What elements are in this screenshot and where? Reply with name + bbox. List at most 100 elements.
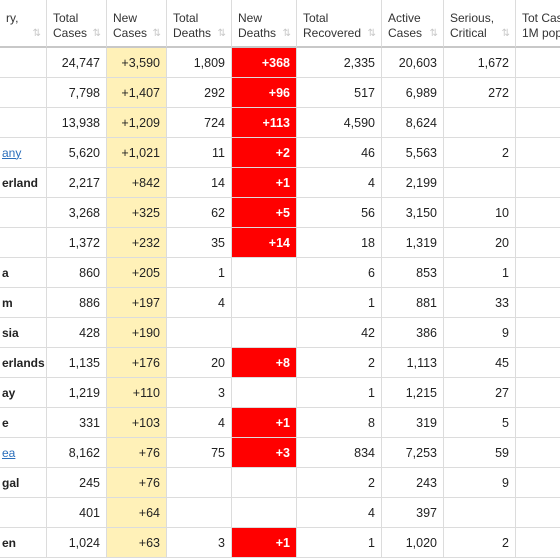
- country-cell: [0, 228, 47, 258]
- country-cell: m: [0, 288, 47, 318]
- data-cell: +8: [232, 348, 297, 378]
- sort-icon[interactable]: ⇅: [32, 28, 41, 39]
- data-cell: 4,590: [297, 108, 382, 138]
- column-header[interactable]: ry, ⇅: [0, 0, 47, 48]
- data-cell: +3: [232, 438, 297, 468]
- sort-icon[interactable]: ⇅: [501, 28, 510, 39]
- data-cell: 46: [297, 138, 382, 168]
- data-cell: 24,747: [47, 48, 107, 78]
- data-cell: [232, 258, 297, 288]
- header-text: Recovered: [303, 26, 362, 40]
- data-cell: 10: [444, 198, 516, 228]
- header-text: 1M pop: [522, 26, 560, 40]
- data-cell: [516, 138, 560, 168]
- header-text: Tot Cas: [522, 11, 560, 25]
- column-header[interactable]: Active Cases ⇅: [382, 0, 444, 48]
- data-cell: 1,020: [382, 528, 444, 558]
- data-cell: 2: [444, 528, 516, 558]
- data-cell: 4: [297, 498, 382, 528]
- column-header[interactable]: New Cases ⇅: [107, 0, 167, 48]
- data-cell: +190: [107, 318, 167, 348]
- country-cell: erlands: [0, 348, 47, 378]
- data-cell: [516, 498, 560, 528]
- data-cell: [516, 468, 560, 498]
- data-cell: 7,253: [382, 438, 444, 468]
- country-cell: e: [0, 408, 47, 438]
- data-cell: +96: [232, 78, 297, 108]
- data-cell: 401: [47, 498, 107, 528]
- data-cell: [232, 498, 297, 528]
- data-cell: 245: [47, 468, 107, 498]
- sort-icon[interactable]: ⇅: [152, 28, 161, 39]
- data-cell: 1,135: [47, 348, 107, 378]
- column-header[interactable]: Total Recovered ⇅: [297, 0, 382, 48]
- data-cell: 2: [444, 138, 516, 168]
- data-cell: [232, 378, 297, 408]
- data-cell: 1,113: [382, 348, 444, 378]
- data-cell: 42: [297, 318, 382, 348]
- data-cell: 397: [382, 498, 444, 528]
- header-text: Serious,: [450, 11, 495, 25]
- data-cell: 20,603: [382, 48, 444, 78]
- data-cell: +232: [107, 228, 167, 258]
- data-cell: 319: [382, 408, 444, 438]
- data-cell: 62: [167, 198, 232, 228]
- data-cell: 2,199: [382, 168, 444, 198]
- data-cell: [516, 258, 560, 288]
- column-header[interactable]: Serious, Critical ⇅: [444, 0, 516, 48]
- country-cell[interactable]: ea: [0, 438, 47, 468]
- data-cell: 59: [444, 438, 516, 468]
- column-header[interactable]: Total Deaths ⇅: [167, 0, 232, 48]
- data-cell: +1,021: [107, 138, 167, 168]
- data-cell: 272: [444, 78, 516, 108]
- data-cell: [516, 318, 560, 348]
- header-text: ry,: [6, 11, 19, 25]
- column-header[interactable]: Tot Cas 1M pop: [516, 0, 560, 48]
- header-text: New: [238, 11, 263, 25]
- data-cell: +1: [232, 408, 297, 438]
- data-cell: 292: [167, 78, 232, 108]
- country-cell: [0, 78, 47, 108]
- data-cell: 3,150: [382, 198, 444, 228]
- data-cell: +5: [232, 198, 297, 228]
- header-text: Deaths: [238, 26, 277, 40]
- data-cell: +76: [107, 438, 167, 468]
- country-cell: sia: [0, 318, 47, 348]
- data-cell: 35: [167, 228, 232, 258]
- column-header[interactable]: Total Cases ⇅: [47, 0, 107, 48]
- data-cell: 1,809: [167, 48, 232, 78]
- data-cell: 9: [444, 318, 516, 348]
- data-cell: 27: [444, 378, 516, 408]
- data-cell: +14: [232, 228, 297, 258]
- data-cell: 1,372: [47, 228, 107, 258]
- data-cell: +1: [232, 528, 297, 558]
- data-cell: [516, 108, 560, 138]
- data-cell: 834: [297, 438, 382, 468]
- sort-icon[interactable]: ⇅: [367, 28, 376, 39]
- country-cell: [0, 48, 47, 78]
- sort-icon[interactable]: ⇅: [429, 28, 438, 39]
- country-cell: ay: [0, 378, 47, 408]
- data-cell: 4: [167, 408, 232, 438]
- data-cell: 20: [167, 348, 232, 378]
- data-cell: 5,620: [47, 138, 107, 168]
- header-text: Total: [53, 11, 79, 25]
- data-cell: [167, 318, 232, 348]
- country-cell: a: [0, 258, 47, 288]
- data-cell: 2,217: [47, 168, 107, 198]
- data-cell: 8: [297, 408, 382, 438]
- country-cell[interactable]: any: [0, 138, 47, 168]
- column-header[interactable]: New Deaths ⇅: [232, 0, 297, 48]
- data-cell: [516, 378, 560, 408]
- sort-icon[interactable]: ⇅: [282, 28, 291, 39]
- data-cell: +1: [232, 168, 297, 198]
- data-cell: 8,624: [382, 108, 444, 138]
- sort-icon[interactable]: ⇅: [217, 28, 226, 39]
- data-cell: 6,989: [382, 78, 444, 108]
- sort-icon[interactable]: ⇅: [92, 28, 101, 39]
- data-cell: [444, 168, 516, 198]
- data-cell: 13,938: [47, 108, 107, 138]
- data-cell: 2: [297, 348, 382, 378]
- data-cell: [516, 168, 560, 198]
